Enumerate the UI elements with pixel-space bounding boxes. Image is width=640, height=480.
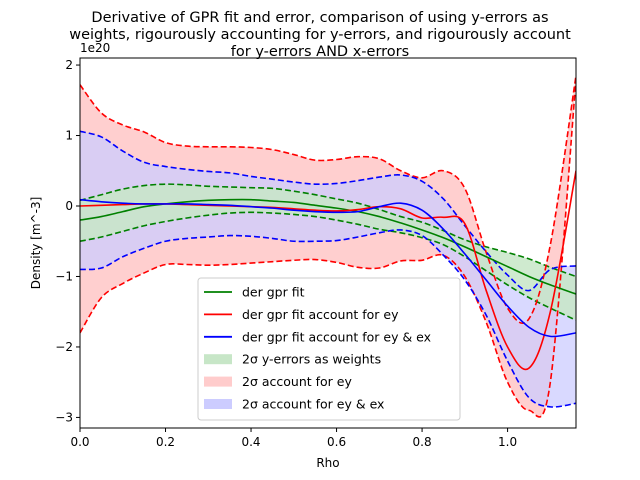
y-axis-label: Density [m^-3] bbox=[29, 197, 43, 290]
chart-title-line-3: for y-errors AND x-errors bbox=[231, 44, 409, 60]
blue-band-upper-line bbox=[80, 130, 576, 292]
y-axis-ticks: −3 −2 −1 0 1 2 bbox=[55, 58, 80, 424]
x-tick-label: 0.4 bbox=[241, 435, 260, 449]
legend-item-6: 2σ account for ey & ex bbox=[204, 397, 384, 412]
legend-patch-swatch bbox=[204, 376, 232, 387]
legend-item-2: der gpr fit account for ey bbox=[204, 307, 399, 322]
x-tick-label: 0.6 bbox=[327, 435, 346, 449]
y-tick-label: −2 bbox=[55, 340, 73, 354]
y-tick-label: −1 bbox=[55, 269, 73, 283]
legend-item-5: 2σ account for ey bbox=[204, 374, 352, 389]
y-tick-label: 2 bbox=[65, 58, 73, 72]
blue-series-line bbox=[80, 198, 576, 338]
y-tick-label: −3 bbox=[55, 410, 73, 424]
plot-frame bbox=[79, 57, 577, 429]
blue-band-lower-line bbox=[80, 229, 576, 408]
red-confidence-band bbox=[80, 75, 576, 417]
legend-label: 2σ y-errors as weights bbox=[242, 352, 381, 367]
y-tick-label: 1 bbox=[65, 129, 73, 143]
red-band-lower-line bbox=[80, 79, 576, 418]
legend-patch-swatch bbox=[204, 399, 232, 409]
x-tick-label: 0.2 bbox=[156, 435, 175, 449]
x-tick-label: 1.0 bbox=[498, 435, 517, 449]
chart-title-line-1: Derivative of GPR fit and error, compari… bbox=[91, 10, 548, 26]
green-band-upper-line bbox=[80, 183, 576, 278]
x-axis-label: Rho bbox=[316, 456, 339, 470]
series-lines bbox=[80, 75, 576, 418]
legend-label: 2σ account for ey bbox=[242, 374, 352, 389]
legend-label: der gpr fit account for ey & ex bbox=[242, 329, 431, 344]
y-tick-label: 0 bbox=[65, 199, 73, 213]
green-band-lower-line bbox=[80, 211, 576, 321]
x-tick-label: 0.8 bbox=[413, 435, 432, 449]
legend-label: der gpr fit bbox=[242, 285, 305, 300]
legend-item-4: 2σ y-errors as weights bbox=[204, 352, 381, 367]
legend-item-3: der gpr fit account for ey & ex bbox=[204, 329, 431, 344]
red-band-upper-line bbox=[80, 75, 576, 324]
legend-item-1: der gpr fit bbox=[204, 285, 305, 300]
legend-label: der gpr fit account for ey bbox=[242, 307, 399, 322]
x-axis-ticks: 0.0 0.2 0.4 0.6 0.8 1.0 bbox=[70, 428, 517, 449]
legend-box bbox=[197, 277, 461, 421]
legend-patch-swatch bbox=[204, 354, 232, 365]
chart-legend: der gpr fit der gpr fit account for ey der… bbox=[197, 277, 461, 421]
chart-title-line-2: weights, rigourously accounting for y-er… bbox=[69, 27, 571, 43]
x-tick-label: 0.0 bbox=[70, 435, 89, 449]
y-offset-label: 1e20 bbox=[80, 41, 110, 55]
legend-label: 2σ account for ey & ex bbox=[242, 397, 384, 412]
